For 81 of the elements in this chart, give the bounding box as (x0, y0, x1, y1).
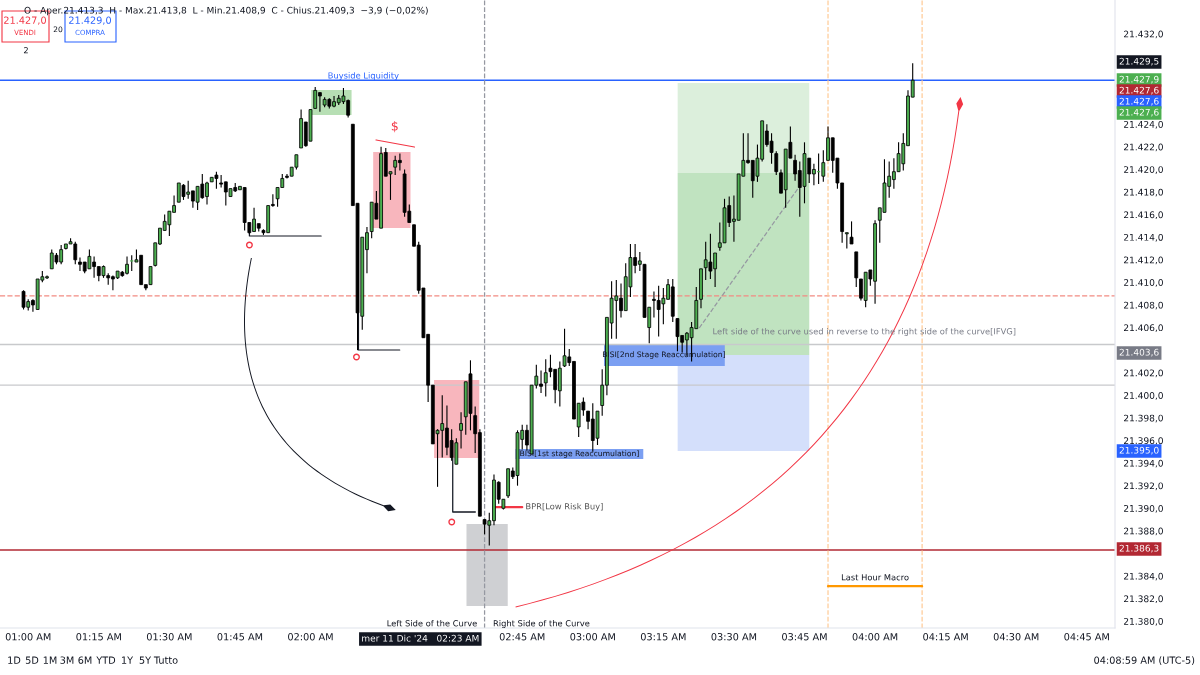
y-tick-label: 21.384,0 (1123, 572, 1163, 581)
text: mer 11 Dic '24 02:23 AM (362, 634, 479, 642)
x-tick-label: 04:30 AM (993, 633, 1039, 641)
text: 21.427,6 (1119, 108, 1159, 117)
y-tick-label: 21.388,0 (1123, 527, 1163, 536)
x-tick-label: 02:00 AM (288, 633, 333, 641)
text: 1M (43, 656, 57, 664)
candlestick (454, 437, 459, 465)
y-tick-label: 21.416,0 (1123, 211, 1163, 220)
y-tick-label: 21.396,0 (1123, 437, 1163, 445)
candlestick (148, 266, 153, 286)
text: 21.427,9 (1119, 75, 1159, 84)
y-tick-label: 21.412,0 (1123, 256, 1163, 265)
y-tick-label: 21.380,0 (1123, 617, 1163, 626)
x-tick-label: 03:00 AM (570, 633, 615, 641)
candlestick (21, 289, 26, 311)
candlestick (87, 249, 92, 270)
x-tick-label: 01:30 AM (146, 633, 192, 641)
y-tick-label: 21.422,0 (1123, 143, 1163, 152)
y-tick-label: 21.382,0 (1123, 595, 1163, 604)
text: 6M (78, 656, 92, 664)
candlestick (459, 411, 463, 449)
x-tick-label: 03:15 AM (640, 633, 686, 641)
y-tick-label: 21.400,0 (1123, 392, 1163, 400)
y-tick-label: 21.414,0 (1123, 233, 1163, 242)
text: 04:08:59 AM (UTC-5) (1094, 656, 1195, 665)
annotation: 2 (23, 47, 28, 54)
text: 21.395,0 (1119, 446, 1159, 455)
text: 21.386,3 (1119, 544, 1159, 553)
x-tick-label: 04:00 AM (852, 633, 898, 641)
annotation: 21.429,0 (69, 16, 111, 25)
annotation: $ (391, 120, 398, 133)
candlestick (849, 220, 854, 245)
text: 21.427,6 (1119, 97, 1159, 106)
text: YTD (96, 656, 116, 664)
text: 21.403,6 (1119, 348, 1159, 357)
x-tick-label: 01:45 AM (217, 633, 263, 641)
annotation: 21.427,0 (4, 16, 46, 25)
candlestick (774, 150, 779, 176)
candlestick (656, 285, 661, 338)
y-tick-label: 21.418,0 (1123, 188, 1163, 197)
annotation: Last Hour Macro (841, 574, 909, 581)
candlestick (821, 149, 826, 183)
candlestick (675, 317, 680, 352)
y-tick-label: 21.408,0 (1123, 301, 1163, 310)
candlestick (195, 185, 200, 211)
text: 3M (60, 656, 74, 664)
x-tick-label: 03:30 AM (711, 633, 757, 641)
text: 21.427,6 (1119, 86, 1159, 95)
candlestick (393, 155, 398, 176)
text: 1D (8, 656, 21, 664)
y-tick-label: 21.398,0 (1123, 414, 1163, 423)
y-tick-label: 21.432,0 (1123, 30, 1163, 39)
text: 5Y (139, 656, 152, 664)
text: 5D (25, 656, 39, 664)
y-tick-label: 21.406,0 (1123, 324, 1163, 333)
x-tick-label: 01:00 AM (5, 633, 51, 641)
y-tick-label: 21.394,0 (1123, 459, 1163, 468)
candlestick (543, 358, 548, 398)
y-tick-label: 21.420,0 (1123, 166, 1163, 174)
text: 21.429,5 (1119, 57, 1159, 66)
text: 1Y (122, 656, 134, 664)
candlestick (313, 86, 318, 109)
candlestick (661, 287, 666, 325)
ref-line-label: Buyside Liquidity (328, 72, 399, 81)
text: Tutto (153, 656, 178, 664)
text: O - Aper.21.413,3 H - Max.21.413,8 L - Min.21.408,9 C - Chius.21.409,3 −3,9 (−0,02%) (24, 6, 428, 16)
y-tick-label: 21.392,0 (1123, 482, 1163, 491)
y-tick-label: 21.424,0 (1123, 120, 1163, 129)
x-tick-label: 04:45 AM (1064, 633, 1109, 641)
x-tick-label: 04:15 AM (923, 633, 968, 641)
x-tick-label: 01:15 AM (76, 633, 121, 641)
y-tick-label: 21.402,0 (1123, 369, 1163, 378)
annotation: BPR[Low Risk Buy] (526, 502, 603, 512)
x-tick-label: 02:45 AM (499, 633, 545, 641)
y-tick-label: 21.390,0 (1123, 505, 1163, 513)
annotation: Right Side of the Curve (493, 619, 590, 629)
candlestick (449, 428, 454, 462)
annotation: Left Side of the Curve (387, 619, 477, 627)
y-tick-label: 21.410,0 (1123, 279, 1163, 287)
x-tick-label: 03:45 AM (782, 633, 827, 641)
